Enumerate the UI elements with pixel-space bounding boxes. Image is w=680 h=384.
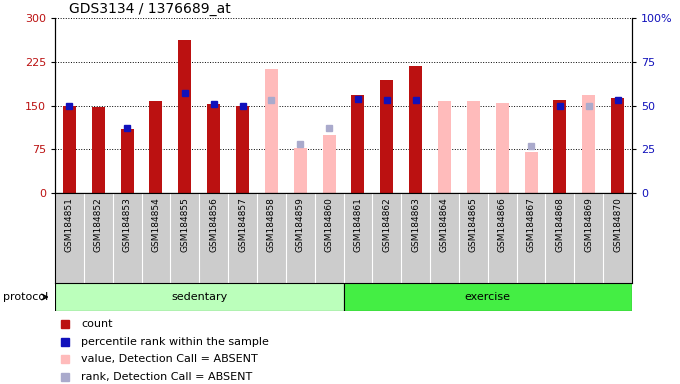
Text: GSM184868: GSM184868 [556, 197, 564, 252]
Bar [150, 101, 163, 193]
Bar [55, 283, 343, 311]
Bar [380, 80, 393, 193]
Text: GSM184853: GSM184853 [122, 197, 132, 252]
Text: sedentary: sedentary [171, 292, 227, 302]
Bar [207, 104, 220, 193]
Bar [236, 106, 249, 193]
Text: GSM184852: GSM184852 [94, 197, 103, 252]
Text: GSM184864: GSM184864 [440, 197, 449, 252]
Bar [524, 152, 537, 193]
Bar [294, 148, 307, 193]
Text: value, Detection Call = ABSENT: value, Detection Call = ABSENT [81, 354, 258, 364]
Bar [467, 101, 480, 193]
Text: rank, Detection Call = ABSENT: rank, Detection Call = ABSENT [81, 372, 252, 382]
Bar [343, 283, 632, 311]
Text: percentile rank within the sample: percentile rank within the sample [81, 337, 269, 347]
Bar [178, 40, 191, 193]
Text: GSM184865: GSM184865 [469, 197, 478, 252]
Bar [120, 129, 133, 193]
Bar [611, 98, 624, 193]
Text: GSM184857: GSM184857 [238, 197, 247, 252]
Bar [438, 101, 451, 193]
Text: GSM184862: GSM184862 [382, 197, 391, 252]
Text: GSM184867: GSM184867 [526, 197, 536, 252]
Bar [92, 107, 105, 193]
Text: GSM184856: GSM184856 [209, 197, 218, 252]
Bar [554, 100, 566, 193]
Bar [322, 135, 335, 193]
Text: exercise: exercise [464, 292, 511, 302]
Text: GSM184859: GSM184859 [296, 197, 305, 252]
Text: GSM184870: GSM184870 [613, 197, 622, 252]
Bar [496, 103, 509, 193]
Bar [63, 106, 76, 193]
Text: GSM184858: GSM184858 [267, 197, 276, 252]
Text: GSM184854: GSM184854 [152, 197, 160, 252]
Text: GSM184869: GSM184869 [584, 197, 593, 252]
Text: count: count [81, 319, 112, 329]
Bar [409, 66, 422, 193]
Text: GSM184861: GSM184861 [354, 197, 362, 252]
Text: GSM184866: GSM184866 [498, 197, 507, 252]
Bar [265, 69, 278, 193]
Bar [352, 95, 364, 193]
Text: GSM184863: GSM184863 [411, 197, 420, 252]
Text: protocol: protocol [3, 292, 49, 302]
Text: GSM184860: GSM184860 [324, 197, 334, 252]
Text: GSM184851: GSM184851 [65, 197, 74, 252]
Text: GSM184855: GSM184855 [180, 197, 189, 252]
Bar [582, 95, 595, 193]
Text: GDS3134 / 1376689_at: GDS3134 / 1376689_at [69, 2, 231, 16]
